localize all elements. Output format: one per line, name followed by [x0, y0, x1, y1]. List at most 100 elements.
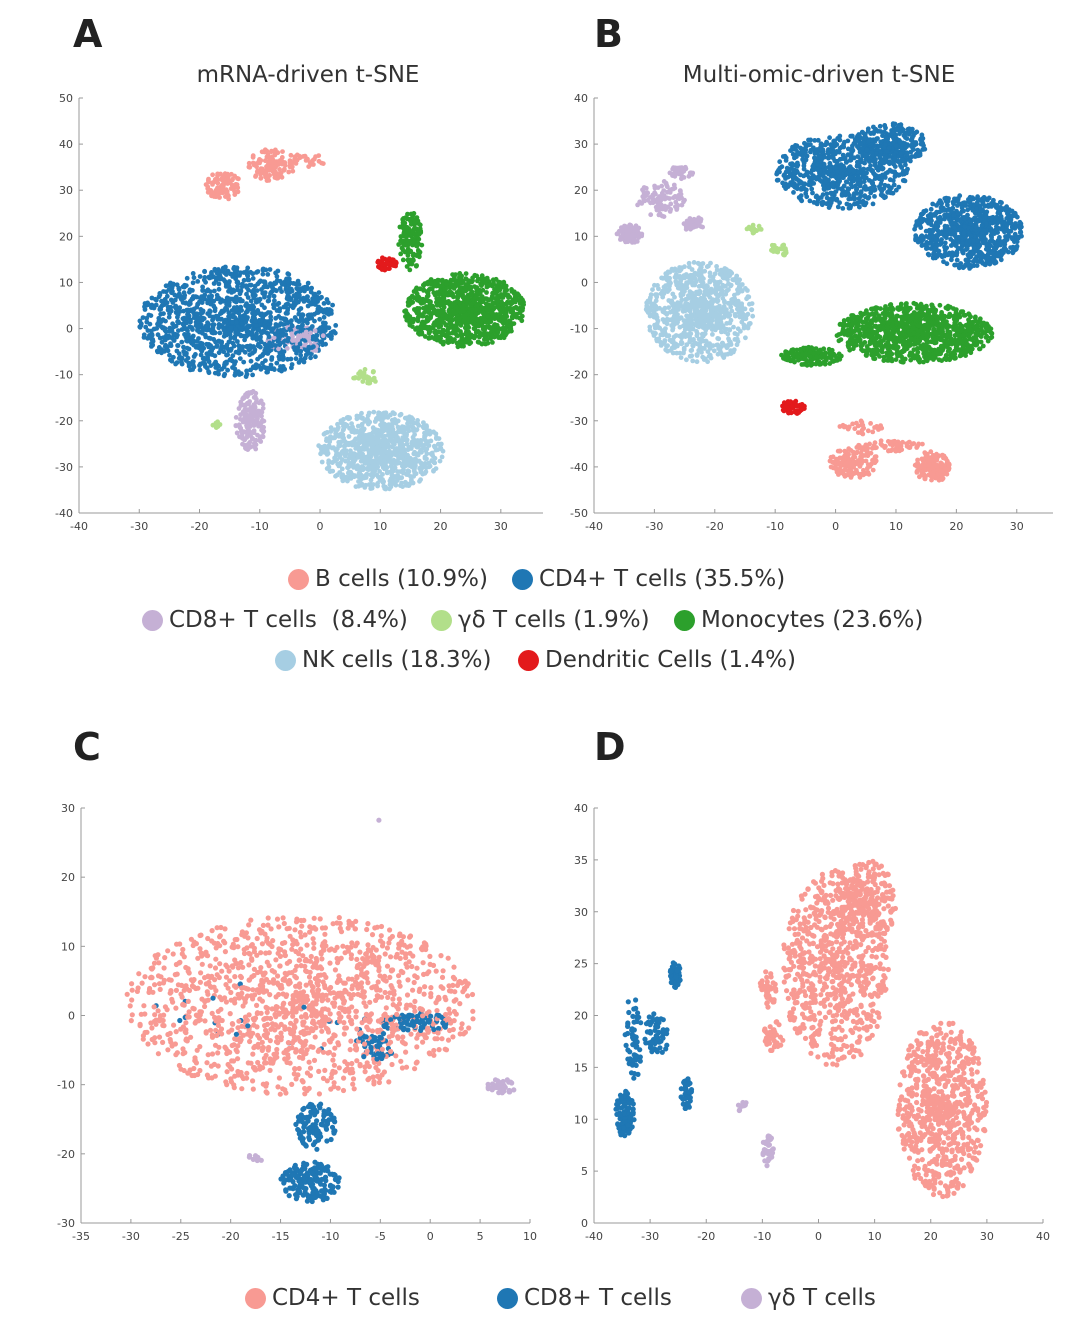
- point-cd4-t-cells: [237, 356, 243, 361]
- point-cd4-t-cells: [232, 336, 238, 341]
- point-cd4-t-cells: [179, 339, 185, 345]
- point-cd4-t-cells: [222, 270, 227, 276]
- point-cd4-t-cells: [140, 315, 146, 320]
- point-cd4-t-cells: [954, 257, 960, 263]
- point-cd4-t-cells: [309, 315, 315, 321]
- point-nk-cells: [345, 465, 350, 471]
- point-monocytes: [415, 318, 421, 324]
- point-nk-cells: [366, 482, 372, 487]
- x-tick-label: 20: [949, 520, 963, 533]
- point-nk-cells: [383, 462, 388, 467]
- point-dendritic-cells: [391, 263, 396, 268]
- point-monocytes: [508, 306, 514, 312]
- point-cd4-t-cells: [251, 290, 256, 295]
- point-nk-cells: [412, 432, 417, 437]
- point-b-cells: [306, 164, 312, 170]
- point-cd4-t-cells: [208, 301, 214, 307]
- point-monocytes: [472, 272, 478, 278]
- point-cd4-t-cells: [191, 364, 197, 370]
- x-tick-label: 0: [832, 520, 839, 533]
- point-nk-cells: [412, 451, 417, 456]
- point-b-cells: [303, 158, 309, 163]
- point-nk-cells: [428, 438, 434, 444]
- point-monocytes: [417, 230, 423, 236]
- point-monocytes: [484, 290, 489, 295]
- point-monocytes: [405, 239, 410, 244]
- point-cd4-t-cells: [250, 271, 256, 277]
- point-monocytes: [432, 292, 438, 298]
- point-nk-cells: [423, 448, 429, 454]
- point-cd4-t-cells: [149, 344, 154, 349]
- point-monocytes: [497, 287, 503, 293]
- point-dendritic-cells: [376, 264, 381, 270]
- point-nk-cells: [339, 449, 345, 455]
- point-nk-cells: [418, 477, 423, 482]
- point-cd4-t-cells: [282, 366, 287, 372]
- point-cd4-t-cells: [176, 320, 182, 326]
- point-cd4-t-cells: [289, 318, 294, 323]
- point-cd4-t-cells: [877, 123, 883, 129]
- point-cd4-t-cells: [217, 330, 223, 336]
- point-cd4-t-cells: [256, 341, 261, 347]
- point-nk-cells: [396, 439, 402, 444]
- point-monocytes: [467, 284, 473, 290]
- point-cd4-t-cells: [308, 355, 313, 361]
- point-cd4-t-cells: [197, 274, 203, 279]
- point-cd4-t-cells: [158, 311, 164, 317]
- point-cd4-t-cells: [245, 277, 251, 283]
- point-monocytes: [496, 306, 502, 311]
- point-b-cells: [319, 160, 324, 166]
- panel-letter-b: B: [594, 12, 623, 56]
- point-nk-cells: [382, 486, 388, 491]
- x-tick-label: -40: [70, 520, 88, 533]
- point-cd8-t-cells: [244, 394, 250, 399]
- point-cd4-t-cells: [301, 359, 307, 365]
- point-b-cells: [264, 148, 270, 154]
- point-monocytes: [415, 309, 421, 314]
- point-nk-cells: [439, 454, 445, 460]
- point-cd4-t-cells: [243, 319, 249, 325]
- point-cd4-t-cells: [225, 367, 231, 373]
- point-cd4-t-cells: [260, 312, 265, 317]
- point-cd4-t-cells: [203, 364, 208, 369]
- point-monocytes: [515, 291, 520, 297]
- point-cd4-t-cells: [293, 281, 299, 287]
- point-cd4-t-cells: [175, 343, 181, 348]
- point-cd4-t-cells: [258, 366, 264, 372]
- point-nk-cells: [391, 474, 397, 479]
- point-cd4-t-cells: [325, 300, 331, 306]
- point-cd4-t-cells: [276, 333, 282, 339]
- point-cd4-t-cells: [235, 339, 240, 344]
- point-cd4-t-cells: [205, 287, 211, 293]
- point-cd4-t-cells: [228, 271, 234, 277]
- point-b-cells: [294, 157, 300, 163]
- point-monocytes: [404, 225, 410, 230]
- point-nk-cells: [422, 430, 427, 436]
- point-monocytes: [478, 330, 483, 336]
- point-monocytes: [438, 309, 444, 315]
- point-cd4-t-cells: [224, 307, 230, 312]
- x-tick-label: -30: [645, 520, 663, 533]
- point-cd4-t-cells: [143, 324, 149, 330]
- point-cd4-t-cells: [233, 359, 238, 364]
- point-cd4-t-cells: [268, 314, 274, 320]
- point-cd4-t-cells: [158, 306, 164, 312]
- point--t-cells: [213, 425, 219, 430]
- point-cd4-t-cells: [208, 336, 213, 341]
- point-cd4-t-cells: [144, 319, 150, 325]
- point-monocytes: [440, 277, 445, 283]
- point--t-cells: [373, 379, 378, 384]
- point-cd4-t-cells: [172, 304, 178, 310]
- y-tick-label: 10: [574, 230, 588, 243]
- point-nk-cells: [409, 461, 414, 467]
- point-monocytes: [437, 284, 443, 289]
- point-cd4-t-cells: [184, 320, 190, 326]
- point-monocytes: [441, 327, 447, 333]
- point-nk-cells: [337, 454, 343, 460]
- point-cd4-t-cells: [165, 335, 171, 341]
- point-monocytes: [454, 340, 460, 346]
- point-cd4-t-cells: [255, 310, 261, 315]
- point-cd4-t-cells: [270, 285, 275, 291]
- point-b-cells: [236, 176, 241, 182]
- point-cd4-t-cells: [213, 359, 219, 365]
